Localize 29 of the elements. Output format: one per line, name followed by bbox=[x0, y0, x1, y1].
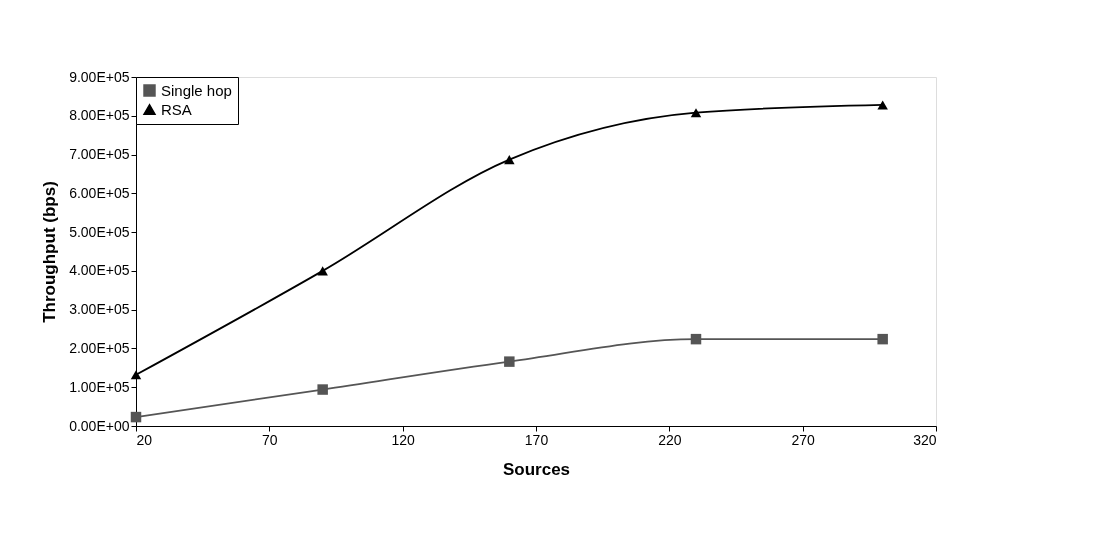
y-axis-title: Throughput (bps) bbox=[40, 181, 60, 323]
legend-label: Single hop bbox=[161, 81, 232, 99]
y-tick-label: 2.00E+05 bbox=[69, 339, 130, 356]
x-tick-label: 20 bbox=[136, 431, 153, 448]
x-tick-label: 170 bbox=[524, 431, 549, 448]
x-tick-label: 120 bbox=[391, 431, 416, 448]
y-tick-label: 8.00E+05 bbox=[69, 107, 130, 124]
point bbox=[504, 356, 515, 367]
point bbox=[877, 333, 888, 345]
y-tick-label: 3.00E+05 bbox=[69, 301, 130, 318]
y-tick-label: 6.00E+05 bbox=[69, 184, 130, 201]
point bbox=[504, 155, 515, 165]
legend-label: RSA bbox=[161, 100, 192, 118]
point bbox=[317, 384, 328, 395]
point bbox=[690, 108, 702, 118]
x-axis-title: Sources bbox=[502, 459, 571, 479]
point bbox=[130, 411, 142, 423]
point bbox=[690, 333, 702, 345]
y-tick-label: 4.00E+05 bbox=[69, 262, 130, 279]
y-tick-label: 9.00E+05 bbox=[69, 68, 130, 85]
y-tick-label: 5.00E+05 bbox=[69, 223, 130, 240]
y-tick-label: 7.00E+05 bbox=[69, 146, 130, 163]
x-tick-label: 220 bbox=[658, 431, 682, 448]
y-tick-label: 1.00E+05 bbox=[69, 378, 130, 395]
y-tick-label: 0.00E+00 bbox=[69, 417, 130, 434]
x-tick-label: 270 bbox=[791, 431, 816, 448]
point bbox=[130, 370, 142, 380]
x-tick-label: 320 bbox=[913, 431, 937, 448]
x-tick-label: 70 bbox=[262, 431, 278, 448]
